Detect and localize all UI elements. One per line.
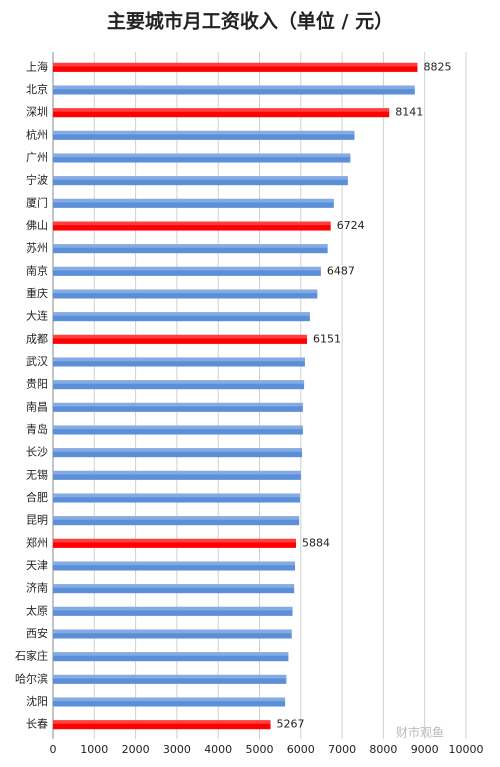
x-tick-label: 5000: [246, 743, 274, 756]
y-tick-label: 哈尔滨: [15, 671, 48, 685]
y-tick-label: 石家庄: [15, 649, 48, 663]
bar: [53, 244, 328, 254]
y-tick-label: 重庆: [26, 286, 48, 300]
y-tick-label: 长春: [26, 718, 48, 731]
bar: [53, 130, 355, 140]
bar: [53, 357, 305, 367]
y-tick-label: 杭州: [26, 127, 48, 141]
y-tick-label: 成都: [26, 332, 48, 345]
y-tick-label: 大连: [26, 309, 48, 323]
y-tick-label: 太原: [26, 604, 48, 617]
bar: [53, 720, 271, 730]
watermark: 财市观鱼: [396, 725, 444, 740]
bar: [53, 448, 303, 458]
x-tick-label: 7000: [328, 743, 356, 756]
bar: [53, 697, 286, 707]
y-tick-label: 宁波: [26, 173, 48, 187]
bar: [53, 108, 390, 118]
bar: [53, 221, 331, 231]
value-label: 5267: [277, 718, 305, 731]
bar: [53, 652, 289, 662]
x-tick-label: 1000: [80, 743, 108, 756]
y-tick-label: 北京: [26, 82, 48, 96]
chart-title: 主要城市月工资收入（单位 / 元）: [107, 10, 393, 33]
x-tick-label: 0: [50, 743, 57, 756]
y-tick-label: 上海: [26, 59, 48, 73]
y-tick-label: 广州: [26, 151, 48, 164]
value-label: 8825: [423, 60, 451, 73]
x-tick-label: 6000: [287, 743, 315, 756]
y-tick-label: 南京: [26, 263, 48, 277]
y-tick-label: 佛山: [26, 219, 48, 232]
x-tick-label: 4000: [204, 743, 232, 756]
bar: [53, 674, 287, 684]
bar: [53, 289, 318, 299]
bar: [53, 85, 415, 95]
value-label: 6724: [337, 219, 365, 232]
bar: [53, 425, 303, 435]
bar: [53, 402, 303, 412]
y-tick-label: 无锡: [26, 467, 48, 481]
value-label: 6151: [313, 332, 341, 345]
y-tick-label: 深圳: [26, 106, 48, 119]
y-tick-label: 西安: [26, 626, 48, 640]
y-tick-label: 青岛: [26, 422, 48, 436]
y-tick-label: 合肥: [26, 490, 48, 504]
value-label: 5884: [302, 536, 330, 549]
bar: [53, 312, 310, 322]
x-tick-label: 3000: [163, 743, 191, 756]
y-tick-label: 厦门: [26, 195, 48, 209]
value-label: 6487: [327, 264, 355, 277]
bar: [53, 584, 295, 594]
bar: [53, 266, 321, 276]
bar: [53, 198, 334, 208]
bar: [53, 516, 300, 526]
y-tick-label: 郑州: [26, 535, 48, 549]
y-tick-label: 贵阳: [26, 378, 48, 391]
y-tick-label: 济南: [26, 581, 48, 595]
bar: [53, 561, 296, 571]
y-tick-label: 昆明: [26, 514, 48, 527]
bar: [53, 380, 305, 390]
x-tick-label: 2000: [122, 743, 150, 756]
y-tick-label: 武汉: [26, 355, 48, 368]
bar: [53, 493, 300, 503]
bar: [53, 606, 293, 616]
y-tick-label: 苏州: [26, 242, 48, 255]
bar: [53, 176, 348, 186]
x-tick-label: 10000: [449, 743, 484, 756]
bar: [53, 538, 297, 548]
x-tick-label: 8000: [369, 743, 397, 756]
y-tick-label: 天津: [26, 559, 48, 572]
value-label: 8141: [395, 106, 423, 119]
bar: [53, 62, 418, 72]
bar: [53, 629, 292, 639]
bar: [53, 470, 301, 480]
bar: [53, 153, 351, 163]
x-tick-label: 9000: [411, 743, 439, 756]
y-tick-label: 南昌: [26, 400, 48, 413]
y-tick-label: 长沙: [26, 446, 48, 459]
bar: [53, 334, 308, 344]
y-tick-label: 沈阳: [26, 694, 48, 708]
